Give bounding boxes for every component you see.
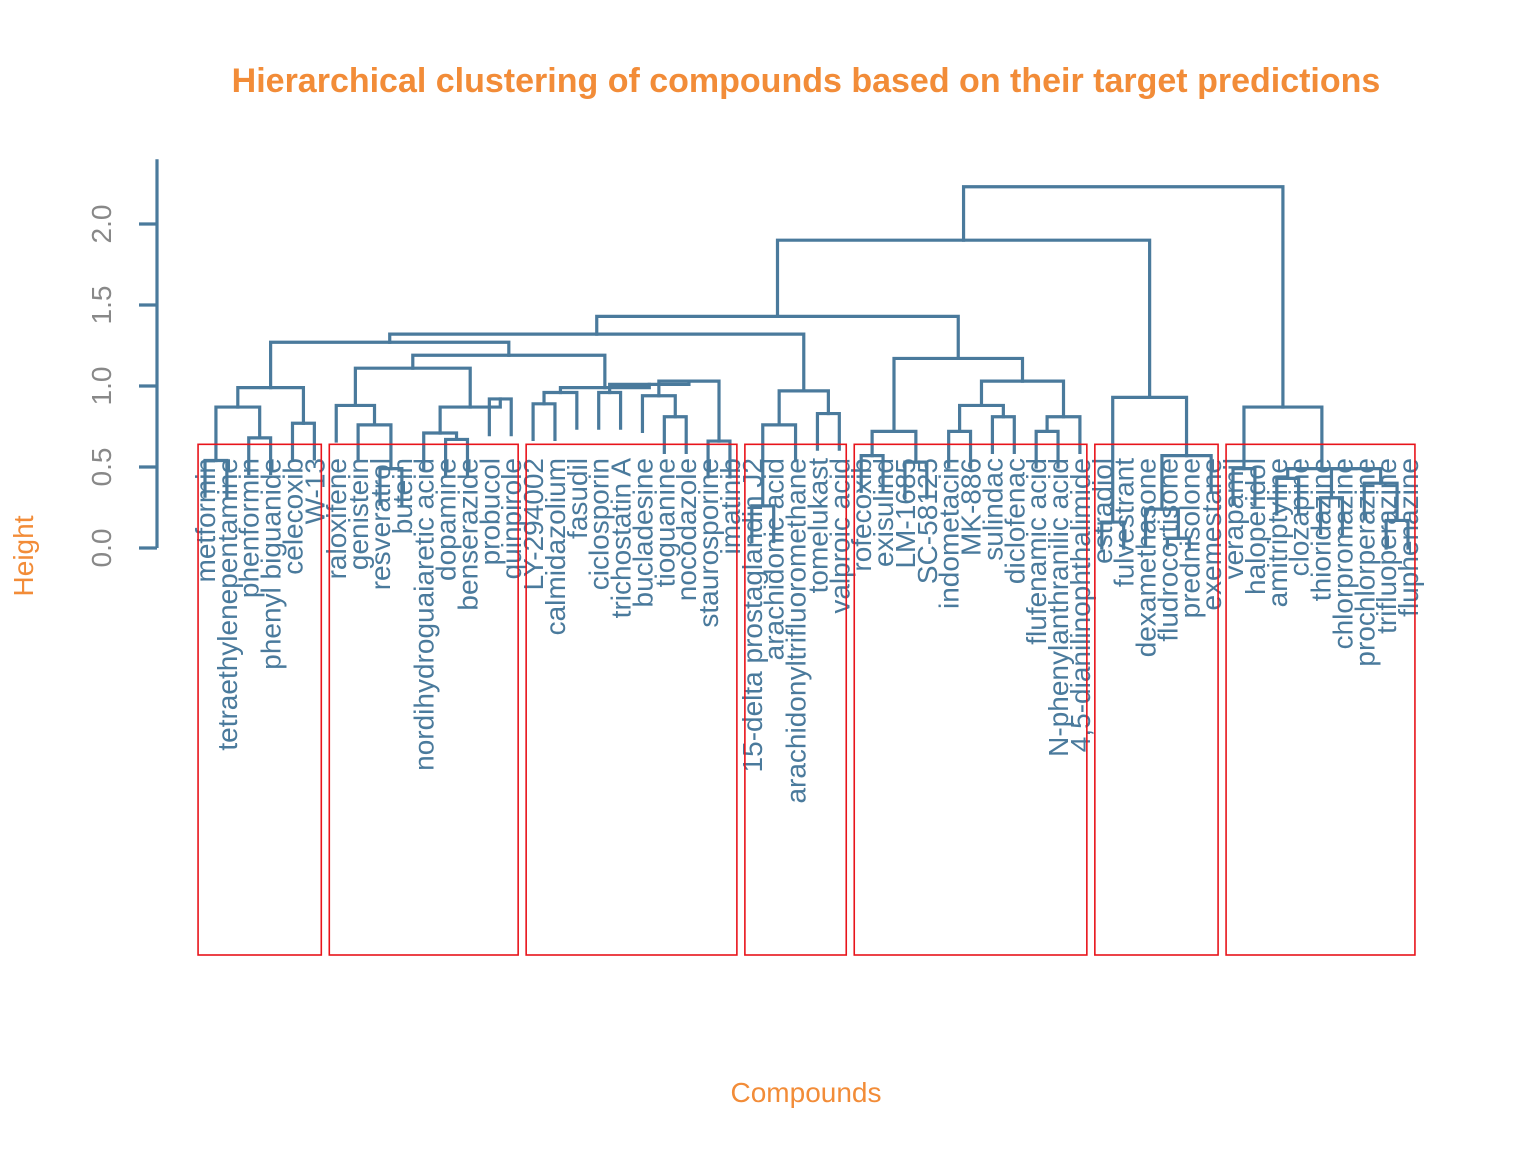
dendrogram-branch bbox=[1045, 415, 1082, 455]
dendrogram-branch bbox=[640, 394, 677, 433]
leaf-label: haloperidol bbox=[1240, 458, 1271, 595]
leaf-label: metformin bbox=[190, 458, 221, 582]
cluster-box bbox=[744, 443, 848, 956]
leaf-label: indometacin bbox=[934, 458, 965, 609]
dendrogram-branch bbox=[214, 405, 262, 463]
dendrogram-branch bbox=[657, 379, 721, 443]
cluster-box bbox=[1094, 443, 1219, 956]
chart-title: Hierarchical clustering of compounds bas… bbox=[232, 62, 1381, 100]
dendrogram-branch bbox=[542, 390, 579, 430]
y-axis-title: Height bbox=[8, 515, 39, 596]
leaf-label: calmidazolium bbox=[540, 458, 571, 635]
leaf-label: genistein bbox=[343, 458, 374, 570]
leaf-label: celecoxib bbox=[277, 458, 308, 575]
dendrogram-branch bbox=[777, 389, 830, 427]
cluster-box bbox=[525, 443, 738, 956]
dendrogram-branch bbox=[1286, 467, 1358, 480]
leaf-label: verapamil bbox=[1218, 458, 1249, 579]
dendrogram-branch bbox=[961, 185, 1285, 409]
dendrogram-branch bbox=[870, 429, 918, 464]
leaf-label: probucol bbox=[474, 458, 505, 565]
dendrogram-branch bbox=[334, 403, 377, 443]
leaf-label: butein bbox=[387, 458, 418, 534]
leaf-label: bucladesine bbox=[627, 458, 658, 607]
leaf-label: LY-294002 bbox=[518, 458, 549, 590]
leaf-label: tioguanine bbox=[649, 458, 680, 587]
leaf-label: diclofenac bbox=[999, 458, 1030, 584]
y-tick-label: 0.5 bbox=[86, 448, 117, 487]
leaf-label: tetraethylenepentamine bbox=[212, 458, 243, 751]
leaf-label: MK-886 bbox=[956, 458, 987, 556]
leaf-label: amitriptyline bbox=[1262, 458, 1293, 607]
leaf-label: ciclosporin bbox=[584, 458, 615, 590]
dendrogram-branch bbox=[990, 415, 1016, 455]
leaf-label: arachidonic acid bbox=[759, 458, 790, 660]
leaf-label: dexamethasone bbox=[1131, 458, 1162, 657]
leaf-label: benserazide bbox=[452, 458, 483, 611]
leaf-label: valproic acid bbox=[824, 458, 855, 614]
leaf-label: phenformin bbox=[234, 458, 265, 598]
cluster-box bbox=[853, 443, 1088, 956]
x-axis-title: Compounds bbox=[731, 1077, 882, 1108]
y-tick-label: 2.0 bbox=[86, 205, 117, 244]
dendrogram-branch bbox=[411, 353, 607, 390]
leaf-label: flufenamic acid bbox=[1021, 458, 1052, 645]
leaf-label: LM-1685 bbox=[890, 458, 921, 569]
dendrogram-branch bbox=[353, 366, 472, 409]
leaf-label: dopamine bbox=[431, 458, 462, 581]
dendrogram-branch bbox=[775, 238, 1152, 399]
leaf-label: 4,5-dianilinophthalimide bbox=[1065, 458, 1096, 752]
leaf-label: 15-delta prostaglandin J2 bbox=[737, 458, 768, 772]
leaf-label: tomelukast bbox=[802, 458, 833, 594]
leaf-label: clozapine bbox=[1284, 458, 1315, 576]
dendrogram-branches bbox=[203, 185, 1410, 550]
leaf-label: quinpirole bbox=[496, 458, 527, 579]
leaf-label: staurosporine bbox=[693, 458, 724, 628]
leaf-label: raloxifene bbox=[321, 458, 352, 579]
dendrogram-branch bbox=[662, 415, 688, 455]
dendrogram-branch bbox=[290, 421, 316, 461]
dendrogram-branch bbox=[595, 314, 960, 361]
leaf-label: exemestane bbox=[1196, 458, 1227, 611]
leaf-label: fulvestrant bbox=[1109, 458, 1140, 587]
dendrogram-branch bbox=[597, 390, 623, 430]
leaf-label: rofecoxib bbox=[846, 458, 877, 572]
leaf-label: trichostatin A bbox=[606, 458, 637, 619]
leaf-label: imatinib bbox=[715, 458, 746, 554]
leaf-label: nordihydroguaiaretic acid bbox=[409, 458, 440, 771]
leaf-label: chlorpromazine bbox=[1327, 458, 1358, 649]
leaf-label: phenyl biguanide bbox=[256, 458, 287, 670]
cluster-boxes bbox=[197, 443, 1416, 956]
leaf-label: SC-58125 bbox=[912, 458, 943, 584]
y-tick-label: 0.0 bbox=[86, 529, 117, 568]
cluster-box bbox=[328, 443, 519, 956]
leaf-label: nocodazole bbox=[671, 458, 702, 601]
y-tick-label: 1.0 bbox=[86, 367, 117, 406]
leaf-label: prednisolone bbox=[1174, 458, 1205, 618]
leaf-label: arachidonyltrifluoromethane bbox=[781, 458, 812, 804]
leaf-labels: metformintetraethylenepentaminephenformi… bbox=[190, 458, 1424, 804]
leaf-label: fluphenazine bbox=[1393, 458, 1424, 617]
leaf-label: fasudil bbox=[562, 458, 593, 539]
dendrogram-branch bbox=[236, 386, 306, 425]
dendrogram-branch bbox=[958, 403, 1005, 433]
dendrogram-branch bbox=[531, 402, 557, 442]
leaf-label: prochlorperazine bbox=[1349, 458, 1380, 667]
leaf-label: W-13 bbox=[299, 458, 330, 524]
cluster-box bbox=[197, 443, 323, 956]
leaf-label: N-phenylanthranilic acid bbox=[1043, 458, 1074, 757]
leaf-label: fludrocortisone bbox=[1152, 458, 1183, 642]
y-axis: 0.0 0.5 1.0 1.5 2.0 bbox=[86, 159, 159, 568]
leaf-label: thioridazine bbox=[1306, 458, 1337, 601]
dendrogram-branch bbox=[269, 340, 511, 390]
leaf-label: exisulind bbox=[868, 458, 899, 567]
leaf-label: sulindac bbox=[977, 458, 1008, 561]
y-tick-label: 1.5 bbox=[86, 286, 117, 325]
leaf-label: trifluoperazine bbox=[1371, 458, 1402, 634]
leaf-label: resveratrol bbox=[365, 458, 396, 590]
dendrogram-branch bbox=[979, 379, 1066, 419]
cluster-box bbox=[1225, 443, 1416, 956]
leaf-label: estradiol bbox=[1087, 458, 1118, 564]
